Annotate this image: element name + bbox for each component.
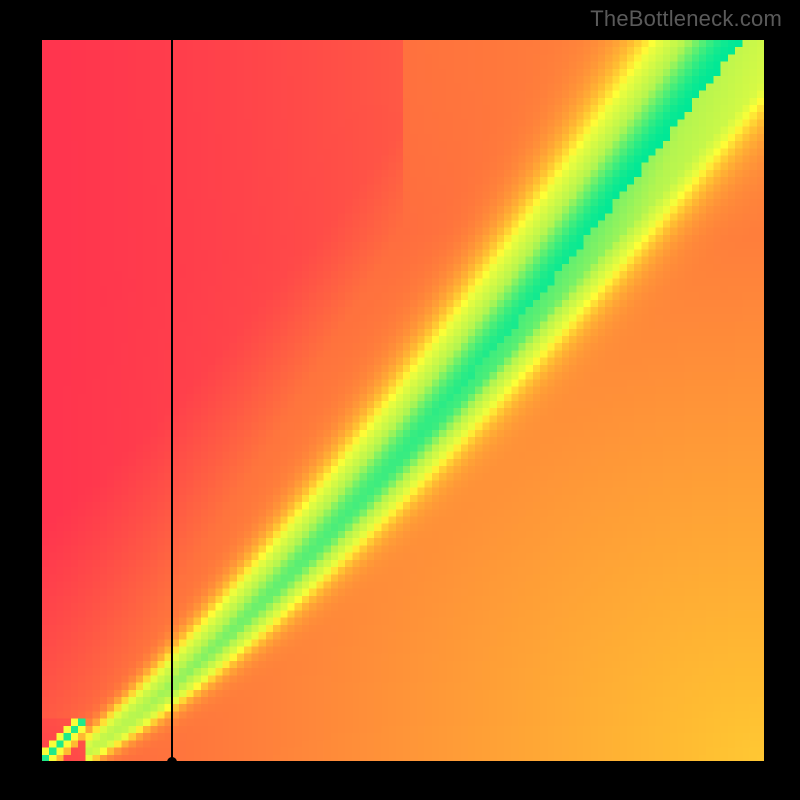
heatmap-plot (42, 40, 764, 762)
watermark-text: TheBottleneck.com (590, 6, 782, 32)
crosshair-horizontal (42, 761, 764, 763)
crosshair-vertical (171, 40, 173, 762)
chart-container: { "watermark": "TheBottleneck.com", "cha… (0, 0, 800, 800)
heatmap-canvas (42, 40, 764, 762)
crosshair-marker (167, 757, 177, 767)
